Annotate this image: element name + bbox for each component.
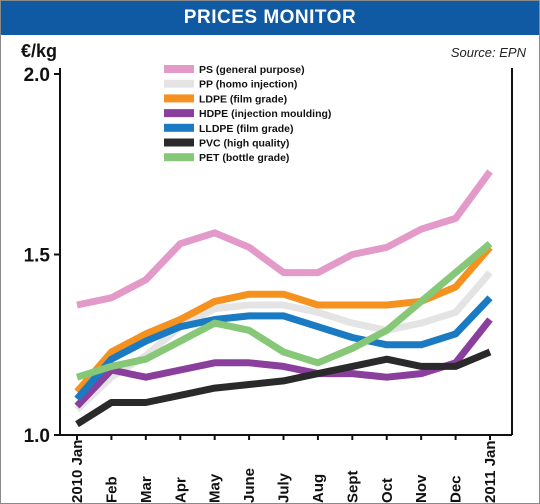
legend-swatch <box>164 138 194 147</box>
legend-swatch <box>164 123 194 132</box>
y-tick-label: 1.5 <box>24 246 51 267</box>
y-axis-label: €/kg <box>21 41 58 61</box>
x-tick-label: 2011 Jan <box>482 440 499 503</box>
legend-label: PET (bottle grade) <box>199 152 289 164</box>
x-tick-label: Feb <box>103 476 120 503</box>
legend-label: LLDPE (film grade) <box>199 123 294 135</box>
legend-label: HDPE (injection moulding) <box>199 108 331 120</box>
x-tick-label: May <box>207 473 224 503</box>
legend-swatch <box>164 153 194 162</box>
legend-label: PS (general purpose) <box>199 64 305 76</box>
legend-swatch <box>164 65 194 73</box>
series-layer <box>74 169 493 428</box>
legend-label: LDPE (film grade) <box>199 93 287 105</box>
x-tick-label: June <box>241 468 258 503</box>
legend-swatch <box>164 109 194 118</box>
legend-swatch <box>164 94 194 103</box>
chart-title: PRICES MONITOR <box>1 1 539 35</box>
legend-swatch <box>164 79 194 88</box>
x-tick-label: 2010 Jan <box>69 440 86 503</box>
x-tick-label: Dec <box>448 475 465 503</box>
series-line-4 <box>74 317 493 409</box>
x-tick-labels: 2010 Jan Feb Mar Apr May June July Aug Sept Oct No… <box>69 435 499 503</box>
series-line-7 <box>75 241 493 381</box>
x-tick-label: July <box>276 472 293 503</box>
x-tick-label: Oct <box>379 478 396 503</box>
x-tick-label: Apr <box>172 477 189 503</box>
legend-label: PP (homo injection) <box>199 79 297 91</box>
axes <box>59 68 513 436</box>
source-note: Source: EPN <box>450 45 526 60</box>
legend-label: PVC (high quality) <box>199 138 289 150</box>
x-tick-label: Mar <box>138 476 155 503</box>
y-tick-label: 1.0 <box>24 426 50 447</box>
legend: PS (general purpose) PP (homo injection) L… <box>164 64 331 164</box>
y-tick-labels: 1.0 1.5 2.0 <box>24 65 60 447</box>
x-tick-label: Nov <box>413 474 430 503</box>
series-line-5 <box>74 295 493 402</box>
series-line-1 <box>76 169 493 309</box>
series-line-6 <box>75 348 492 428</box>
y-tick-label: 2.0 <box>24 65 50 86</box>
x-tick-label: Aug <box>310 474 327 503</box>
x-tick-label: Sept <box>344 470 361 503</box>
